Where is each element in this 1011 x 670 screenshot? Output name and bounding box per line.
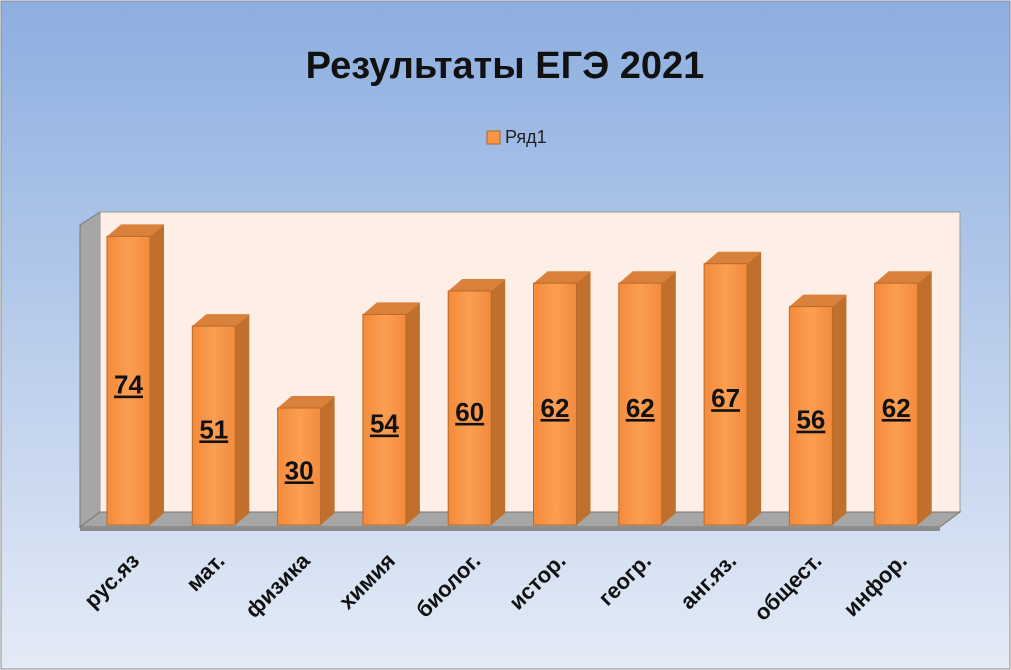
bar-front [874,282,919,526]
value-label: 67 [711,383,740,413]
floor-edge [80,527,940,531]
bar-top [448,279,506,291]
bar-front [106,235,151,526]
bar-front [362,313,407,526]
bar-top [789,294,847,307]
chart-title: Результаты ЕГЭ 2021 [306,45,705,87]
value-label: 54 [370,409,399,439]
legend-swatch [486,130,501,145]
bar-front [533,282,577,526]
bar [362,302,420,526]
value-label: 60 [455,397,484,427]
bar-side [747,251,762,525]
bar [277,396,335,526]
bar [874,271,932,526]
bar-top [618,271,676,284]
bar [191,314,250,526]
side-wall [79,211,101,528]
bar-front [788,306,833,526]
legend-label: Ряд1 [505,127,547,147]
bar-side [235,314,250,525]
bar-side [150,224,164,525]
bar-side [917,271,932,525]
bar-side [576,271,591,525]
bar-side [405,302,420,525]
bar-front [703,263,748,526]
value-label: 62 [626,393,655,423]
bar-front [618,282,663,526]
bar-side [832,294,847,525]
bar-side [320,396,335,525]
bar [447,279,506,526]
bar [618,271,676,526]
bar-top [107,224,164,237]
bar [788,294,847,526]
bar-top [874,271,932,284]
bar-front [277,407,322,526]
bar-top [362,302,420,315]
value-label: 51 [199,414,228,444]
value-label: 62 [882,393,911,423]
value-label: 30 [285,455,314,485]
bar [106,224,164,526]
bar [703,251,762,526]
bar-top [192,314,250,327]
value-label: 56 [796,405,825,435]
bar-front [447,290,492,526]
bar-side [661,271,676,525]
bar-top [533,271,591,284]
bar [533,271,591,526]
bar-side [491,279,506,525]
value-label: 74 [114,370,143,400]
bar-front [191,325,236,526]
value-label: 62 [541,393,570,423]
bar-top [277,396,335,408]
bar-top [704,251,762,264]
